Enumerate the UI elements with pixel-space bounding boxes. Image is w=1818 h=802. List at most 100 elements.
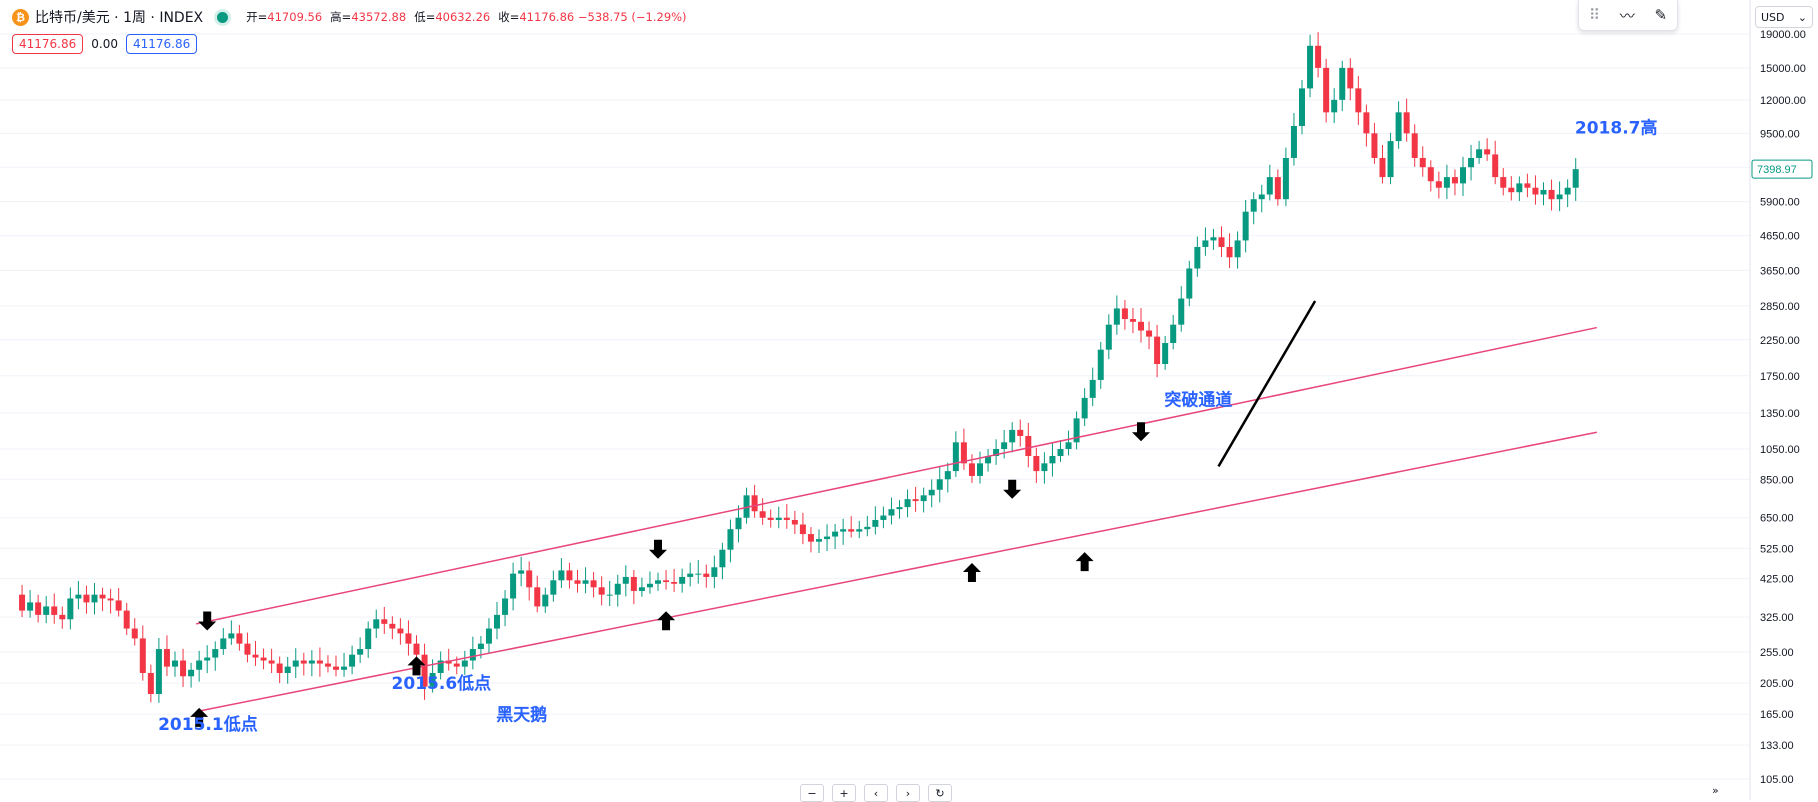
candle-body — [671, 582, 678, 584]
candle-body — [131, 628, 138, 639]
price-axis-label: 105.00 — [1760, 774, 1794, 786]
price-axis-label: 12000.00 — [1760, 95, 1806, 107]
ask-pill[interactable]: 41176.86 — [125, 34, 198, 54]
candle-body — [1508, 187, 1515, 193]
trend-icon[interactable]: 〰 — [1619, 6, 1635, 25]
candle-body — [316, 660, 323, 664]
last-price-tag: 7398.97 — [1751, 159, 1813, 179]
draw-icon[interactable]: ✎ — [1654, 6, 1668, 24]
candles — [19, 32, 1579, 703]
candle-body — [19, 594, 26, 611]
scroll-right-button[interactable]: › — [896, 784, 920, 802]
candle-body — [1419, 157, 1426, 168]
candle-body — [1274, 177, 1281, 200]
candle-body — [711, 567, 718, 577]
price-axis-label: 1750.00 — [1760, 371, 1800, 383]
candle-body — [703, 573, 710, 577]
candle-body — [1089, 379, 1096, 398]
candle-body — [719, 549, 726, 568]
candle-body — [139, 638, 146, 673]
drawing-toolbox: ⠿ 〰 ✎ — [1578, 0, 1678, 31]
price-axis-label: 525.00 — [1760, 543, 1794, 555]
candle-body — [1387, 141, 1394, 178]
candle-body — [799, 524, 806, 535]
currency-select[interactable]: USD ⌄ — [1755, 6, 1813, 28]
candle-body — [1025, 435, 1032, 456]
candle-body — [477, 643, 484, 650]
candle-body — [502, 598, 509, 615]
candle-body — [1242, 211, 1249, 241]
scroll-to-end-button[interactable]: » — [1712, 784, 1719, 797]
candle-body — [341, 666, 348, 670]
candle-body — [1403, 112, 1410, 134]
zoom-in-button[interactable]: + — [832, 784, 856, 802]
candle-body — [985, 455, 992, 464]
candle-body — [51, 606, 58, 615]
candle-body — [260, 657, 267, 661]
candle-body — [1121, 308, 1128, 320]
candle-body — [1234, 240, 1241, 258]
down-arrow-icon — [1003, 479, 1022, 499]
spread-value: 0.00 — [91, 37, 118, 51]
scroll-left-button[interactable]: ‹ — [864, 784, 888, 802]
candle-body — [1057, 448, 1064, 456]
candle-body — [840, 529, 847, 532]
candle-body — [1435, 181, 1442, 188]
candle-body — [1170, 324, 1177, 343]
up-arrow-icon — [962, 563, 981, 583]
candle-body — [944, 471, 951, 480]
candle-body — [864, 526, 871, 530]
candle-body — [1540, 189, 1547, 195]
candle-body — [115, 600, 122, 611]
price-axis-label: 3650.00 — [1760, 265, 1800, 277]
candle-body — [324, 663, 331, 667]
grid-lines — [0, 33, 1750, 780]
zoom-out-button[interactable]: − — [800, 784, 824, 802]
candle-body — [574, 580, 581, 584]
candle-body — [1516, 183, 1523, 193]
candle-body — [204, 657, 211, 661]
price-axis-label: 650.00 — [1760, 513, 1794, 525]
price-axis-label: 19000.00 — [1760, 29, 1806, 41]
price-axis-label: 4650.00 — [1760, 231, 1800, 243]
price-axis-label: 205.00 — [1760, 678, 1794, 690]
candle-body — [807, 534, 814, 542]
candle-body — [1266, 177, 1273, 195]
candle-body — [630, 576, 637, 591]
candle-body — [1001, 442, 1008, 449]
candle-body — [526, 570, 533, 588]
candle-body — [1427, 167, 1434, 182]
annotation-label: 黑天鹅 — [496, 704, 547, 725]
candle-body — [848, 529, 855, 532]
candle-body — [606, 594, 613, 596]
candle-body — [1202, 240, 1209, 247]
candle-body — [1194, 246, 1201, 269]
candle-body — [872, 519, 879, 527]
candle-body — [252, 654, 259, 658]
candle-body — [880, 515, 887, 520]
candle-body — [1299, 88, 1305, 126]
candle-body — [928, 489, 935, 496]
channel-upper-line — [195, 326, 1598, 625]
bid-pill[interactable]: 41176.86 — [12, 34, 84, 54]
reset-chart-button[interactable]: ↻ — [928, 784, 952, 802]
candle-body — [308, 660, 315, 664]
market-status-icon[interactable] — [217, 11, 229, 23]
price-axis-label: 255.00 — [1760, 647, 1794, 659]
candle-body — [1186, 268, 1193, 299]
annotation-label: 2018.7高 — [1575, 117, 1658, 138]
candle-body — [1363, 112, 1370, 134]
candle-body — [566, 570, 573, 581]
price-axis-label: 425.00 — [1760, 574, 1794, 586]
grip-icon[interactable]: ⠿ — [1588, 6, 1600, 24]
candle-body — [413, 643, 420, 655]
annotation-label: 2015.6低点 — [392, 673, 492, 694]
symbol-title[interactable]: 比特币/美元 · 1周 · INDEX — [35, 10, 204, 26]
bitcoin-icon: ₿ — [12, 8, 29, 26]
candle-body — [1146, 330, 1153, 337]
candle-body — [461, 660, 468, 667]
candle-body — [1290, 125, 1297, 158]
candle-body — [1572, 169, 1579, 188]
candle-body — [767, 517, 774, 520]
